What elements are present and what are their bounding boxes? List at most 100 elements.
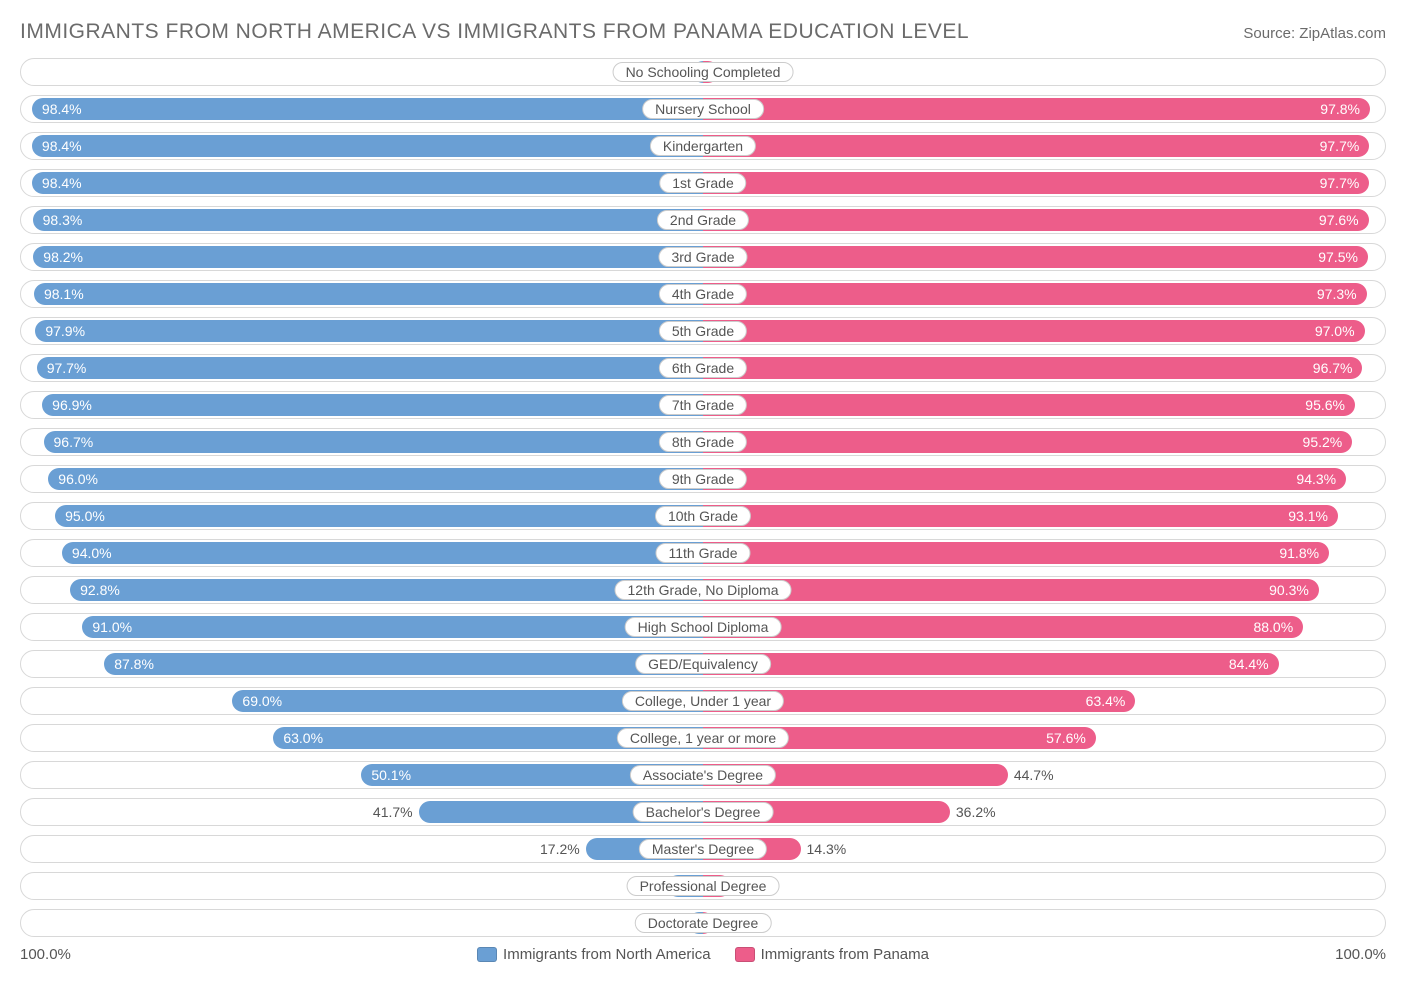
value-right: 97.0% — [1315, 323, 1355, 339]
category-label: 5th Grade — [659, 321, 747, 341]
bar-left — [55, 505, 703, 527]
value-right: 97.8% — [1320, 101, 1360, 117]
value-left: 94.0% — [72, 545, 112, 561]
legend-swatch-left — [477, 947, 497, 962]
bar-left — [37, 357, 703, 379]
category-label: 6th Grade — [659, 358, 747, 378]
category-label: 11th Grade — [655, 543, 750, 563]
right-axis-max: 100.0% — [1335, 946, 1386, 963]
bar-right — [703, 357, 1362, 379]
category-label: 10th Grade — [655, 506, 751, 526]
value-left: 91.0% — [92, 619, 132, 635]
category-label: 12th Grade, No Diploma — [615, 580, 792, 600]
source-name: ZipAtlas.com — [1299, 25, 1386, 42]
chart-row: 97.9% 97.0% 5th Grade — [20, 317, 1386, 345]
category-label: GED/Equivalency — [635, 654, 771, 674]
category-label: Master's Degree — [639, 839, 767, 859]
bar-right — [703, 283, 1367, 305]
value-right: 95.6% — [1305, 397, 1345, 413]
bar-left — [82, 616, 703, 638]
chart-row: 63.0%57.6%College, 1 year or more — [20, 724, 1386, 752]
bar-right — [703, 172, 1369, 194]
value-left: 97.7% — [47, 360, 87, 376]
bar-left — [32, 172, 703, 194]
value-left: 98.1% — [44, 286, 84, 302]
value-right: 94.3% — [1296, 471, 1336, 487]
value-right: 91.8% — [1279, 545, 1319, 561]
value-right: 90.3% — [1269, 582, 1309, 598]
chart-header: IMMIGRANTS FROM NORTH AMERICA VS IMMIGRA… — [20, 20, 1386, 44]
category-label: 9th Grade — [659, 469, 747, 489]
value-right: 97.3% — [1317, 286, 1357, 302]
value-left: 98.2% — [43, 249, 83, 265]
chart-source: Source: ZipAtlas.com — [1243, 25, 1386, 42]
value-left: 92.8% — [80, 582, 120, 598]
category-label: 3rd Grade — [658, 247, 747, 267]
value-right: 97.7% — [1320, 175, 1360, 191]
chart-row: 96.9%95.6%7th Grade — [20, 391, 1386, 419]
value-left: 17.2% — [540, 841, 580, 857]
left-axis-max: 100.0% — [20, 946, 71, 963]
category-label: College, Under 1 year — [622, 691, 784, 711]
category-label: Bachelor's Degree — [633, 802, 774, 822]
chart-row: 98.4%97.7%1st Grade — [20, 169, 1386, 197]
bar-right — [703, 394, 1355, 416]
value-left: 96.9% — [52, 397, 92, 413]
chart-row: 98.4%97.8%Nursery School — [20, 95, 1386, 123]
bar-right — [703, 616, 1303, 638]
bar-right — [703, 431, 1352, 453]
legend: Immigrants from North America Immigrants… — [477, 946, 929, 963]
value-right: 97.6% — [1319, 212, 1359, 228]
bar-left — [34, 283, 703, 305]
bar-right — [703, 209, 1369, 231]
category-label: Nursery School — [642, 99, 764, 119]
legend-swatch-right — [735, 947, 755, 962]
chart-row: 2.2%1.6%Doctorate Degree — [20, 909, 1386, 937]
value-right: 96.7% — [1313, 360, 1353, 376]
value-left: 50.1% — [371, 767, 411, 783]
chart-title: IMMIGRANTS FROM NORTH AMERICA VS IMMIGRA… — [20, 20, 969, 44]
value-right: 14.3% — [807, 841, 847, 857]
chart-row: 96.0% 94.3% 9th Grade — [20, 465, 1386, 493]
value-right: 36.2% — [956, 804, 996, 820]
chart-row: 91.0%88.0%High School Diploma — [20, 613, 1386, 641]
category-label: Associate's Degree — [630, 765, 776, 785]
bar-left — [42, 394, 703, 416]
bar-left — [48, 468, 703, 490]
chart-row: 98.2% 97.5% 3rd Grade — [20, 243, 1386, 271]
value-right: 84.4% — [1229, 656, 1269, 672]
legend-item-right: Immigrants from Panama — [735, 946, 929, 963]
value-left: 96.0% — [58, 471, 98, 487]
value-left: 96.7% — [54, 434, 94, 450]
bar-right — [703, 246, 1368, 268]
category-label: 2nd Grade — [657, 210, 749, 230]
value-right: 57.6% — [1046, 730, 1086, 746]
bar-left — [32, 135, 703, 157]
value-left: 97.9% — [45, 323, 85, 339]
bar-left — [35, 320, 703, 342]
bar-right — [703, 468, 1346, 490]
chart-row: 92.8% 90.3% 12th Grade, No Diploma — [20, 576, 1386, 604]
category-label: Doctorate Degree — [635, 913, 772, 933]
chart-row: 87.8% 84.4% GED/Equivalency — [20, 650, 1386, 678]
bar-right — [703, 135, 1369, 157]
value-left: 98.3% — [43, 212, 83, 228]
value-left: 69.0% — [242, 693, 282, 709]
bar-left — [32, 98, 703, 120]
legend-item-left: Immigrants from North America — [477, 946, 711, 963]
diverging-bar-chart: 1.6%2.3%No Schooling Completed98.4%97.8%… — [20, 58, 1386, 937]
chart-footer: 100.0% Immigrants from North America Imm… — [20, 946, 1386, 963]
chart-row: 98.3% 97.6% 2nd Grade — [20, 206, 1386, 234]
category-label: Kindergarten — [650, 136, 756, 156]
bar-right — [703, 653, 1279, 675]
value-left: 87.8% — [114, 656, 154, 672]
category-label: 8th Grade — [659, 432, 747, 452]
legend-label-right: Immigrants from Panama — [761, 946, 929, 963]
bar-right — [703, 579, 1319, 601]
category-label: 4th Grade — [659, 284, 747, 304]
value-right: 97.5% — [1318, 249, 1358, 265]
value-left: 98.4% — [42, 175, 82, 191]
bar-right — [703, 320, 1365, 342]
value-left: 63.0% — [283, 730, 323, 746]
chart-row: 94.0% 91.8% 11th Grade — [20, 539, 1386, 567]
